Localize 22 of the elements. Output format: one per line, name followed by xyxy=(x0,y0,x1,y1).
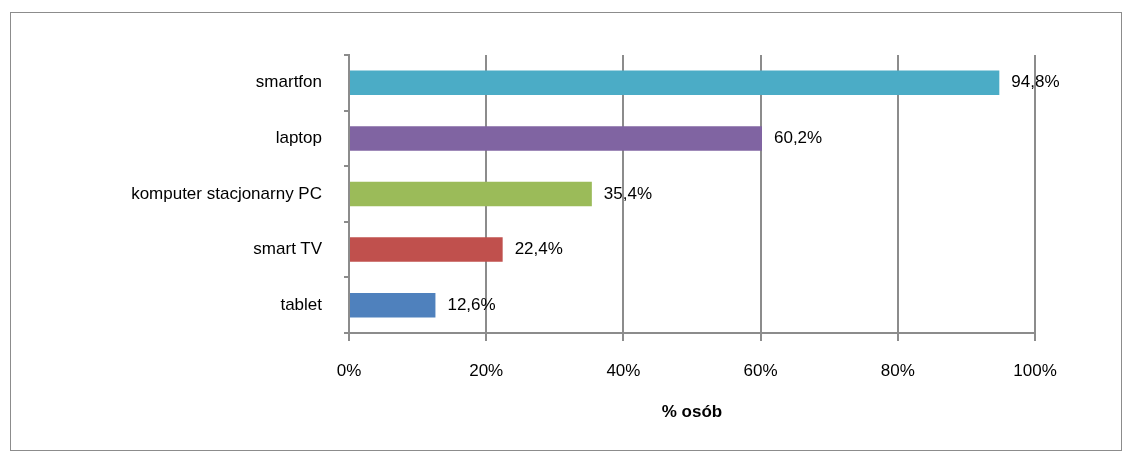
x-tick-label: 100% xyxy=(1013,360,1057,380)
bar xyxy=(350,126,762,151)
bar xyxy=(350,181,592,207)
data-label: 22,4% xyxy=(514,239,563,259)
x-tick-label: 20% xyxy=(469,360,504,380)
y-tick-label: tablet xyxy=(280,294,323,314)
y-tick-label: komputer stacjonarny PC xyxy=(131,183,322,203)
y-tick-label: smartfon xyxy=(255,72,322,92)
bar xyxy=(350,70,1000,96)
bar xyxy=(350,292,436,318)
data-label: 60,2% xyxy=(773,128,823,148)
data-label: 12,6% xyxy=(447,294,496,314)
x-tick-label: 40% xyxy=(606,360,641,380)
y-tick-label: smart TV xyxy=(253,239,323,259)
x-axis-title: % osób xyxy=(661,402,723,422)
x-tick-label: 0% xyxy=(336,360,362,380)
bar xyxy=(350,237,503,262)
x-tick-label: 80% xyxy=(880,360,915,380)
data-label: 35,4% xyxy=(603,183,653,203)
x-tick-label: 60% xyxy=(743,360,778,380)
data-label: 94,8% xyxy=(1011,72,1060,92)
y-tick-label: laptop xyxy=(275,128,322,148)
